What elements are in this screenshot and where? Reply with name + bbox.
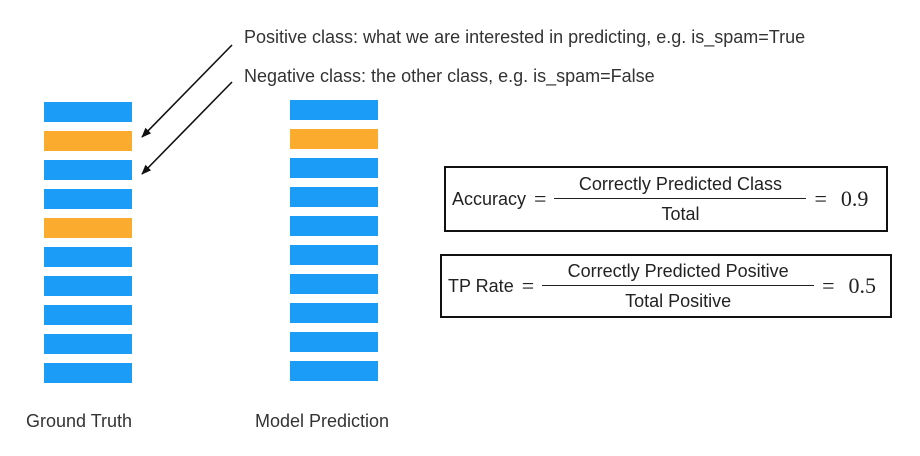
prediction-negative-bar <box>290 274 378 294</box>
prediction-negative-bar <box>290 216 378 236</box>
tp-rate-numerator: Correctly Predicted Positive <box>567 260 789 281</box>
accuracy-value: 0.9 <box>840 186 869 211</box>
ground-truth-negative-bar <box>44 160 132 180</box>
tp-rate-fraction: Correctly Predicted Positive Total Posit… <box>542 260 815 313</box>
prediction-negative-bar <box>290 332 378 352</box>
prediction-negative-bar <box>290 361 378 381</box>
prediction-negative-bar <box>290 303 378 323</box>
equals-sign: = <box>521 273 535 298</box>
ground-truth-positive-bar <box>44 218 132 238</box>
ground-truth-negative-bar <box>44 189 132 209</box>
ground-truth-negative-bar <box>44 276 132 296</box>
accuracy-numerator: Correctly Predicted Class <box>578 173 782 194</box>
prediction-negative-bar <box>290 100 378 120</box>
prediction-negative-bar <box>290 187 378 207</box>
positive-arrow <box>141 44 233 138</box>
fraction-bar <box>542 284 815 287</box>
prediction-positive-bar <box>290 129 378 149</box>
fraction-bar <box>554 197 807 200</box>
ground-truth-label: Ground Truth <box>26 411 133 431</box>
negative-class-annotation: Negative class: the other class, e.g. is… <box>244 66 655 86</box>
accuracy-fraction: Correctly Predicted Class Total <box>554 173 807 226</box>
ground-truth-negative-bar <box>44 102 132 122</box>
accuracy-lhs: Accuracy <box>452 188 527 209</box>
tp-rate-formula: TP Rate = Correctly Predicted Positive T… <box>440 254 892 318</box>
ground-truth-negative-bar <box>44 305 132 325</box>
equals-sign: = <box>534 186 547 211</box>
model-prediction-column <box>290 100 378 390</box>
model-prediction-label: Model Prediction <box>255 411 390 431</box>
tp-rate-lhs: TP Rate <box>448 275 514 296</box>
accuracy-denominator: Total <box>661 204 700 225</box>
equals-sign: = <box>822 273 835 298</box>
ground-truth-negative-bar <box>44 247 132 267</box>
ground-truth-negative-bar <box>44 363 132 383</box>
ground-truth-column <box>44 102 132 392</box>
accuracy-formula: Accuracy = Correctly Predicted Class Tot… <box>444 166 888 232</box>
tp-rate-value: 0.5 <box>848 273 877 298</box>
equals-sign: = <box>814 186 827 211</box>
ground-truth-positive-bar <box>44 131 132 151</box>
negative-arrow <box>141 81 233 175</box>
tp-rate-denominator: Total Positive <box>625 291 732 312</box>
ground-truth-negative-bar <box>44 334 132 354</box>
prediction-negative-bar <box>290 245 378 265</box>
prediction-negative-bar <box>290 158 378 178</box>
positive-class-annotation: Positive class: what we are interested i… <box>244 27 806 47</box>
